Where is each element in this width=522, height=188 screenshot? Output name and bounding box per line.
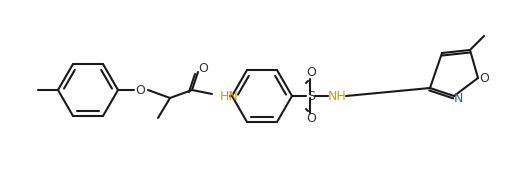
Text: S: S — [307, 89, 315, 102]
Text: O: O — [306, 112, 316, 126]
Text: HN: HN — [220, 89, 239, 102]
Text: O: O — [135, 83, 145, 96]
Text: O: O — [306, 67, 316, 80]
Text: O: O — [479, 71, 489, 84]
Text: O: O — [198, 62, 208, 76]
Text: NH: NH — [328, 89, 347, 102]
Text: N: N — [453, 92, 462, 105]
